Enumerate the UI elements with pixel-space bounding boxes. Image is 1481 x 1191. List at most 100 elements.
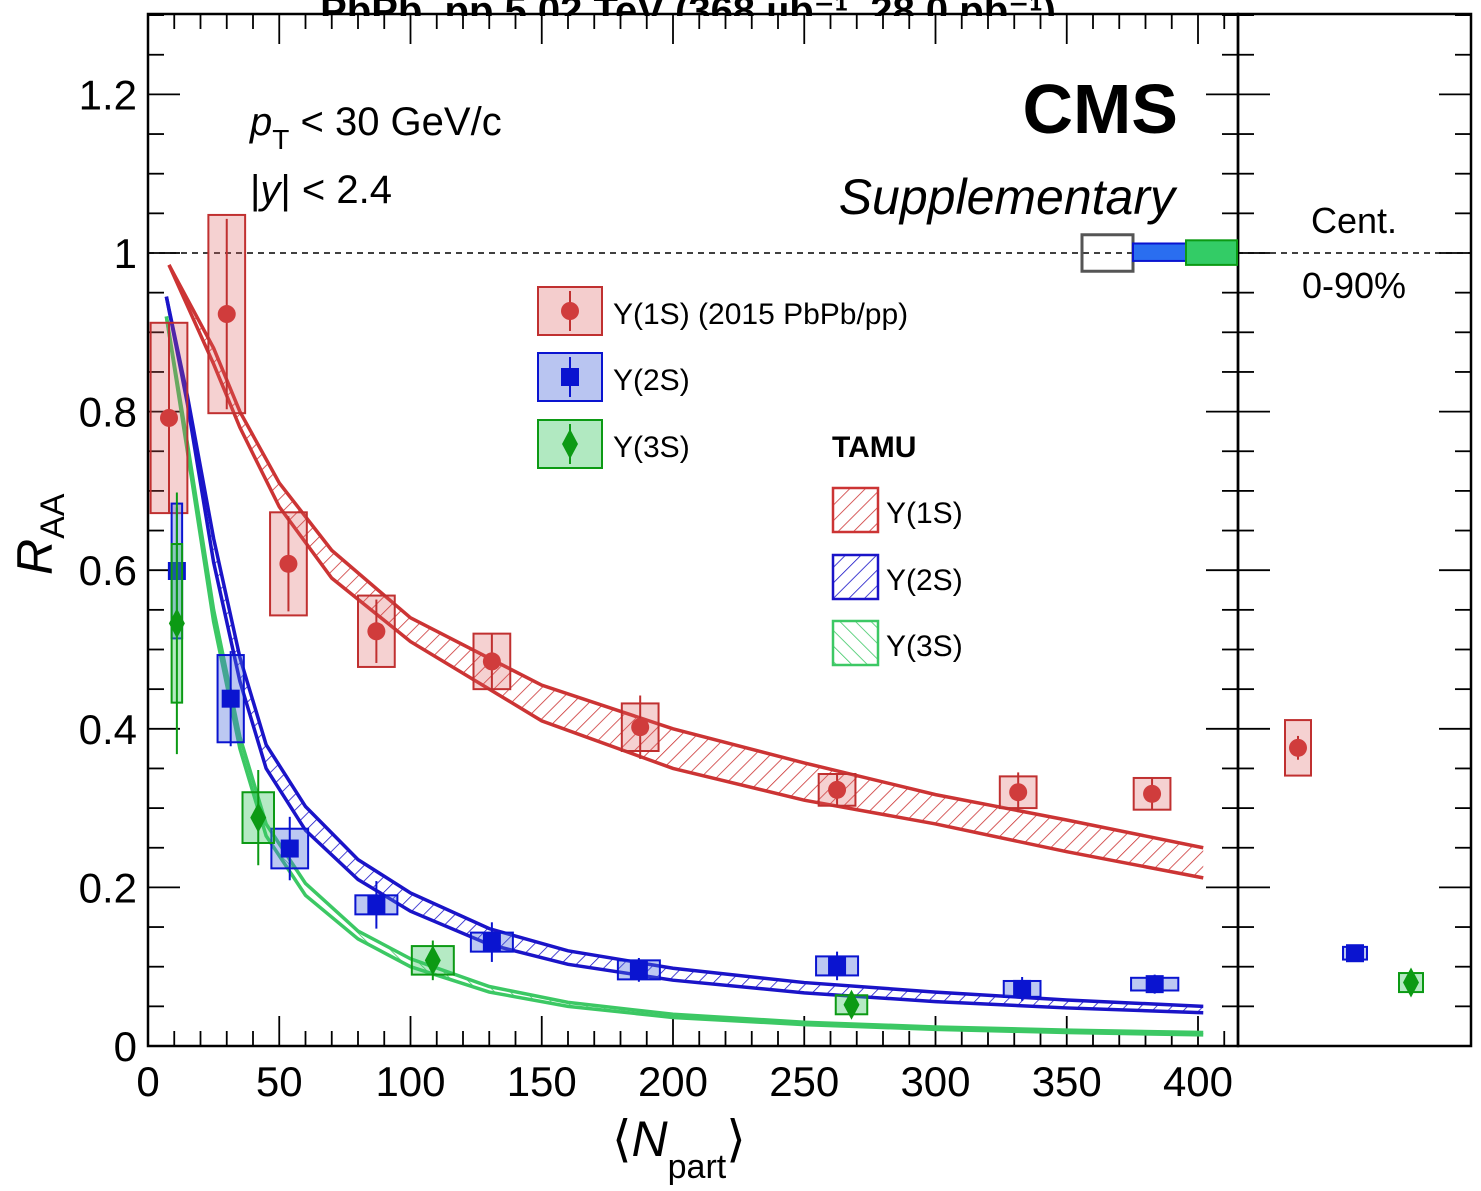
y-tick-label: 0.4 xyxy=(79,706,137,753)
svg-text:RAA: RAA xyxy=(7,493,72,575)
x-tick-label: 350 xyxy=(1032,1058,1102,1105)
legend-swatch-2s-marker xyxy=(561,368,579,386)
global-uncertainty-box xyxy=(1185,239,1238,266)
model-band-hatch xyxy=(166,316,1204,1035)
model-band-lower xyxy=(164,316,1204,1037)
x-tick-label: 200 xyxy=(638,1058,708,1105)
data-point-square xyxy=(629,960,648,979)
legend-entry-3s-data: Υ(3S) xyxy=(537,419,690,469)
kinematics-pt: pT < 30 GeV/c xyxy=(249,100,502,155)
data-point-diamond xyxy=(424,945,441,976)
y-tick-label: 1 xyxy=(114,230,137,277)
legend-label-2s-model: Υ(2S) xyxy=(886,564,963,597)
data-point-square xyxy=(1145,975,1164,994)
legend-swatch-3s-model xyxy=(831,619,880,667)
x-tick-label: 400 xyxy=(1163,1058,1233,1105)
model-band-lower xyxy=(167,264,1204,880)
data-point-diamond xyxy=(843,989,860,1020)
model-band-hatch xyxy=(169,264,1204,878)
legend: Υ(1S) (2015 PbPb/pp) Υ(2S) Υ(3S) TAMU Υ(… xyxy=(537,286,963,667)
data-point-circle xyxy=(482,652,501,671)
series-diamond xyxy=(168,492,869,1020)
legend-entry-1s-model: Υ(1S) xyxy=(831,486,963,534)
y-tick-label: 0.2 xyxy=(79,864,137,911)
model-band-upper xyxy=(167,264,1204,850)
x-tick-label: 300 xyxy=(900,1058,970,1105)
data-point-square xyxy=(367,895,386,914)
svg-text:⟨Npart⟩: ⟨Npart⟩ xyxy=(612,1111,746,1186)
x-axis-title-langle: ⟨ xyxy=(612,1111,632,1167)
data-points xyxy=(149,213,1180,1020)
legend-entry-2s-model: Υ(2S) xyxy=(831,553,963,601)
kinematics-y-pre: | xyxy=(250,168,260,212)
x-axis-title-rangle: ⟩ xyxy=(726,1111,746,1167)
centrality-label-2: 0-90% xyxy=(1302,265,1406,306)
data-point-circle xyxy=(1143,784,1162,803)
y-axis-title-sub: AA xyxy=(34,493,72,539)
axes: 0 50 100 150 200 250 300 350 400 0 0.2 0.4 0.6 0.8 1 1.… xyxy=(79,14,1471,1105)
legend-label-1s-data: Υ(1S) (2015 PbPb/pp) xyxy=(613,298,908,331)
cms-label: CMS xyxy=(1022,70,1178,148)
kinematics-y: |y| < 2.4 xyxy=(250,168,392,212)
legend-label-2s-data: Υ(2S) xyxy=(613,364,690,397)
data-point-square xyxy=(221,689,240,708)
data-point-circle xyxy=(828,780,847,799)
global-uncertainty-box xyxy=(1132,242,1187,262)
integrated-point-circle xyxy=(1289,738,1307,757)
legend-swatch-3s-marker xyxy=(562,429,578,459)
figure-title: PbPb, pp 5.02 TeV (368 µb⁻¹, 28.0 pb⁻¹) xyxy=(320,0,1056,33)
x-tick-label: 150 xyxy=(507,1058,577,1105)
model-band-upper xyxy=(164,316,1204,1035)
kinematics-y-rest: | < 2.4 xyxy=(280,168,392,212)
x-tick-label: 0 xyxy=(136,1058,159,1105)
legend-label-3s-data: Υ(3S) xyxy=(613,431,690,464)
legend-entry-1s-data: Υ(1S) (2015 PbPb/pp) xyxy=(537,286,908,336)
data-point-circle xyxy=(631,718,650,737)
y-tick-label: 0.8 xyxy=(79,389,137,436)
data-point-diamond xyxy=(168,608,185,639)
series-circle xyxy=(149,213,1172,813)
x-tick-label: 100 xyxy=(375,1058,445,1105)
x-tick-label: 250 xyxy=(769,1058,839,1105)
model-band-lower xyxy=(164,296,1204,1015)
centrality-label-1: Cent. xyxy=(1311,200,1397,241)
integrated-point-square xyxy=(1346,944,1364,963)
data-point-circle xyxy=(217,305,236,324)
global-uncertainty-boxes xyxy=(1080,233,1238,273)
model-band-upper xyxy=(164,296,1204,1009)
data-point-circle xyxy=(160,408,178,427)
y-tick-label: 0.6 xyxy=(79,547,137,594)
integrated-points xyxy=(1284,719,1424,998)
legend-label-3s-model: Υ(3S) xyxy=(886,630,963,663)
kinematics-pt-var: p xyxy=(249,100,272,144)
data-point-circle xyxy=(1009,783,1028,802)
kinematics-y-var: y xyxy=(257,168,283,212)
legend-entry-2s-data: Υ(2S) xyxy=(537,352,690,402)
data-point-square xyxy=(482,933,501,952)
legend-swatch-1s-marker xyxy=(561,302,579,320)
x-tick-label: 50 xyxy=(256,1058,303,1105)
y-tick-label: 1.2 xyxy=(79,71,137,118)
data-point-square xyxy=(1013,979,1032,998)
legend-swatch-2s-model xyxy=(831,553,880,601)
legend-entry-3s-model: Υ(3S) xyxy=(831,619,963,667)
tamu-label: TAMU xyxy=(832,431,916,464)
x-axis-title: ⟨Npart⟩ xyxy=(612,1111,746,1186)
y-axis-title-main: R xyxy=(7,539,63,575)
integrated-point-diamond xyxy=(1403,967,1419,998)
data-point-square xyxy=(828,956,847,975)
data-point-circle xyxy=(367,622,386,641)
data-point-square xyxy=(280,839,299,858)
kinematics-pt-rest: < 30 GeV/c xyxy=(289,100,501,144)
x-axis-title-main: N xyxy=(632,1111,669,1167)
legend-label-1s-model: Υ(1S) xyxy=(886,497,963,530)
model-bands xyxy=(164,264,1204,1037)
data-point-diamond xyxy=(250,802,267,833)
data-point-circle xyxy=(279,554,298,573)
legend-swatch-1s-model xyxy=(831,486,880,534)
integrated-panel-frame xyxy=(1236,12,1473,1048)
y-axis-title: RAA xyxy=(7,493,72,575)
supplementary-label: Supplementary xyxy=(839,169,1178,225)
y-tick-label: 0 xyxy=(114,1023,137,1070)
